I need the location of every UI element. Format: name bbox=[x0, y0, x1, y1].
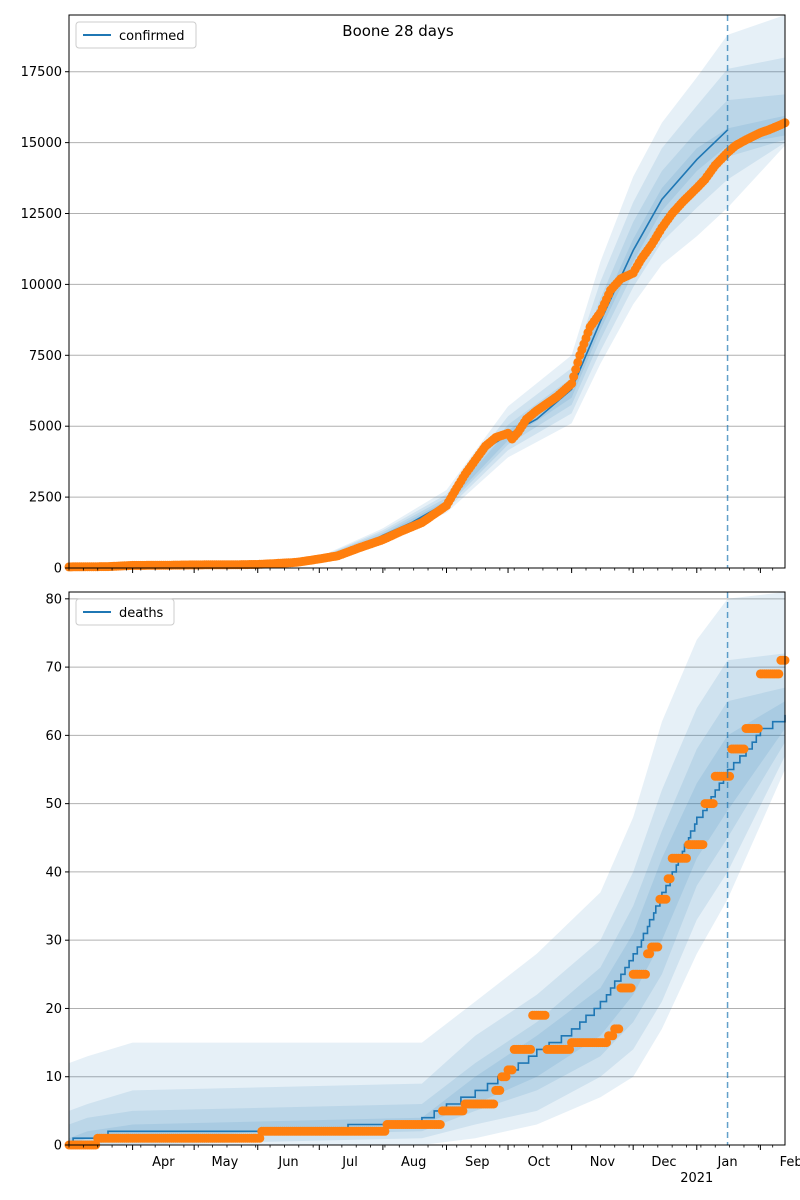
observed-point bbox=[569, 372, 579, 382]
axes-frame bbox=[68, 14, 786, 569]
observed-point bbox=[489, 1099, 499, 1109]
legend: deaths bbox=[75, 598, 175, 626]
observed-point bbox=[571, 365, 581, 374]
y-tick-label: 60 bbox=[45, 729, 62, 744]
y-tick-label: 5000 bbox=[29, 420, 62, 435]
observed-point bbox=[698, 840, 708, 850]
uncertainty-band bbox=[69, 115, 785, 568]
y-tick-label: 12500 bbox=[21, 207, 62, 222]
observed-point bbox=[682, 853, 691, 863]
uncertainty-band bbox=[69, 57, 785, 568]
observed-point bbox=[608, 1031, 618, 1041]
x-tick-label: Nov bbox=[590, 1155, 616, 1170]
uncertainty-band bbox=[69, 94, 785, 569]
observed-point bbox=[255, 1133, 265, 1143]
observed-point bbox=[641, 969, 650, 979]
uncertainty-band bbox=[69, 15, 785, 568]
y-tick-label: 0 bbox=[54, 1139, 62, 1154]
observed-point bbox=[614, 1024, 624, 1034]
year-label: 2021 bbox=[680, 1171, 713, 1186]
y-tick-label: 15000 bbox=[21, 136, 62, 151]
y-tick-label: 30 bbox=[45, 934, 62, 949]
uncertainty-band bbox=[69, 701, 785, 1145]
x-tick-label: Dec bbox=[651, 1155, 676, 1170]
observed-point bbox=[567, 379, 577, 389]
uncertainty-band bbox=[69, 687, 785, 1145]
observed-point bbox=[435, 1120, 445, 1129]
x-tick-label: Feb bbox=[780, 1155, 800, 1170]
observed-point bbox=[739, 744, 749, 754]
y-tick-label: 70 bbox=[45, 661, 62, 676]
y-tick-label: 7500 bbox=[29, 349, 62, 364]
observed-point bbox=[526, 1044, 536, 1054]
x-tick-label: Sep bbox=[465, 1155, 490, 1170]
observed-point bbox=[540, 1010, 550, 1020]
x-tick-label: Jan bbox=[717, 1155, 738, 1170]
confirmed-panel: 0 2500 5000 7500 10000 12500 15000 17500 confirm… bbox=[21, 14, 790, 577]
legend-box bbox=[75, 598, 175, 626]
x-tick-label: Oct bbox=[528, 1155, 550, 1170]
x-tick-label: Jun bbox=[277, 1155, 298, 1170]
y-tick-label: 2500 bbox=[29, 491, 62, 506]
observed-point bbox=[753, 724, 763, 733]
observed-point bbox=[708, 799, 718, 809]
observed-point bbox=[507, 1065, 517, 1075]
x-tick-label: Jul bbox=[341, 1155, 358, 1170]
observed-point bbox=[380, 1126, 390, 1136]
y-tick-label: 40 bbox=[45, 865, 62, 880]
observed-point bbox=[626, 983, 636, 993]
observed-point bbox=[573, 357, 583, 367]
x-tick-label: Apr bbox=[152, 1155, 175, 1170]
legend: confirmed bbox=[75, 21, 197, 49]
deaths-panel: 0 10 20 30 40 50 60 70 80 Apr May Jun Jul Aug Sep Oct No… bbox=[45, 591, 800, 1186]
observed-point bbox=[653, 942, 663, 952]
observed-point bbox=[645, 949, 655, 959]
observed-point bbox=[602, 1038, 611, 1048]
observed-point bbox=[661, 894, 671, 904]
y-tick-label: 10 bbox=[45, 1070, 62, 1085]
observed-point bbox=[495, 1085, 505, 1095]
legend-label: confirmed bbox=[119, 29, 185, 44]
uncertainty-band bbox=[69, 653, 785, 1145]
observed-point bbox=[774, 669, 784, 679]
observed-point bbox=[501, 1072, 511, 1082]
y-tick-label: 20 bbox=[45, 1002, 62, 1017]
legend-box bbox=[75, 21, 197, 49]
y-tick-label: 0 bbox=[54, 562, 62, 577]
y-tick-label: 80 bbox=[45, 592, 62, 607]
figure-title: Boone 28 days bbox=[342, 22, 454, 40]
axes-frame bbox=[68, 591, 786, 1146]
y-tick-label: 10000 bbox=[21, 278, 62, 293]
observed-point bbox=[565, 1044, 575, 1054]
y-tick-label: 17500 bbox=[21, 65, 62, 80]
observed-point bbox=[665, 874, 675, 884]
y-tick-label: 50 bbox=[45, 797, 62, 812]
x-tick-label: May bbox=[211, 1155, 238, 1170]
x-tick-label: Aug bbox=[401, 1155, 426, 1170]
uncertainty-band bbox=[69, 592, 785, 1145]
observed-series bbox=[64, 655, 790, 1150]
observed-point bbox=[725, 771, 735, 781]
observed-point bbox=[458, 1106, 468, 1116]
legend-label: deaths bbox=[119, 606, 164, 621]
